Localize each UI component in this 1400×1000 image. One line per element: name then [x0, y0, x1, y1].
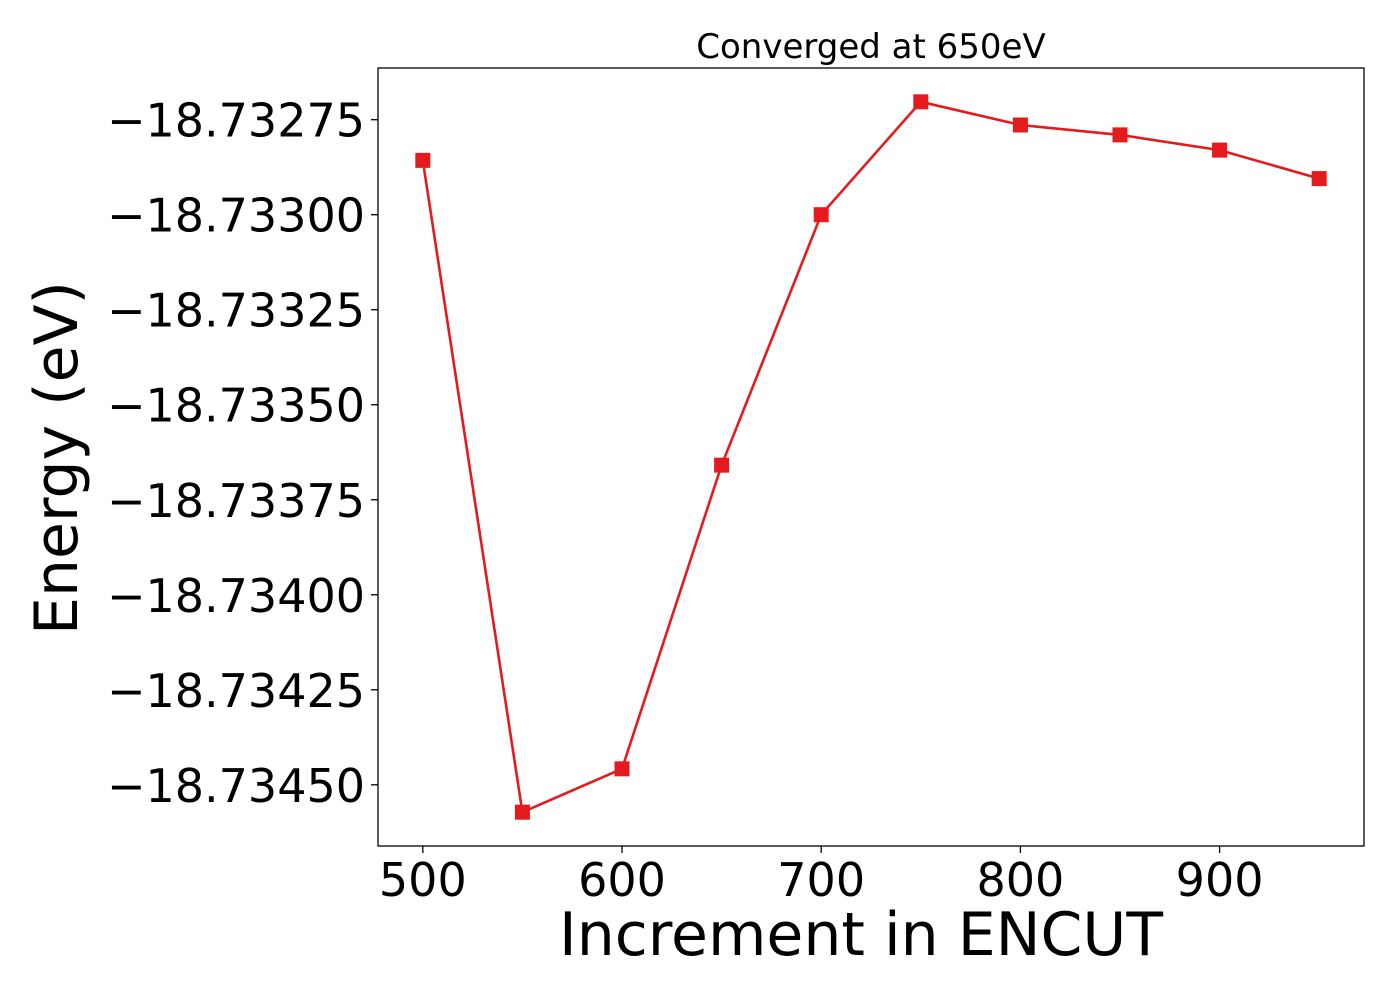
- plot-area: 500 600 700 800 900 −18.73275−18.73300−18.73…: [107, 67, 1365, 907]
- y-tick-label: −18.73425: [107, 664, 365, 718]
- chart-title: Converged at 650eV: [696, 27, 1045, 67]
- y-tick-label: −18.73325: [107, 284, 365, 338]
- x-axis-label: Increment in ENCUT: [559, 900, 1163, 970]
- y-axis-label: Energy (eV): [22, 281, 92, 635]
- y-tick-label: −18.73375: [107, 474, 365, 528]
- x-tick-label: 700: [777, 853, 865, 907]
- x-axis: 500 600 700 800 900: [379, 846, 1264, 907]
- x-tick-label: 600: [578, 853, 666, 907]
- data-point: [913, 94, 929, 110]
- data-point: [1112, 127, 1128, 143]
- y-tick-label: −18.73300: [107, 189, 365, 243]
- x-tick-label: 500: [379, 853, 467, 907]
- data-point: [1311, 171, 1327, 187]
- y-tick-label: −18.73450: [107, 759, 365, 813]
- y-axis: −18.73275 −18.73300 −18.73325 −18.73350 −18.…: [107, 94, 378, 813]
- x-tick-label: 900: [1176, 853, 1264, 907]
- y-tick-label: −18.73400: [107, 569, 365, 623]
- data-point: [813, 207, 829, 223]
- y-tick-label: −18.73275: [107, 94, 365, 148]
- data-point: [1212, 142, 1228, 158]
- x-tick-label: 800: [976, 853, 1064, 907]
- axes-frame: [377, 67, 1365, 847]
- data-point: [714, 457, 730, 473]
- data-point: [514, 804, 530, 820]
- series-layer: [415, 94, 1327, 820]
- data-point: [1012, 117, 1028, 133]
- data-point: [415, 152, 431, 168]
- y-tick-label: −18.73350: [107, 379, 365, 433]
- series-line: [421, 100, 1320, 814]
- data-point: [614, 761, 630, 777]
